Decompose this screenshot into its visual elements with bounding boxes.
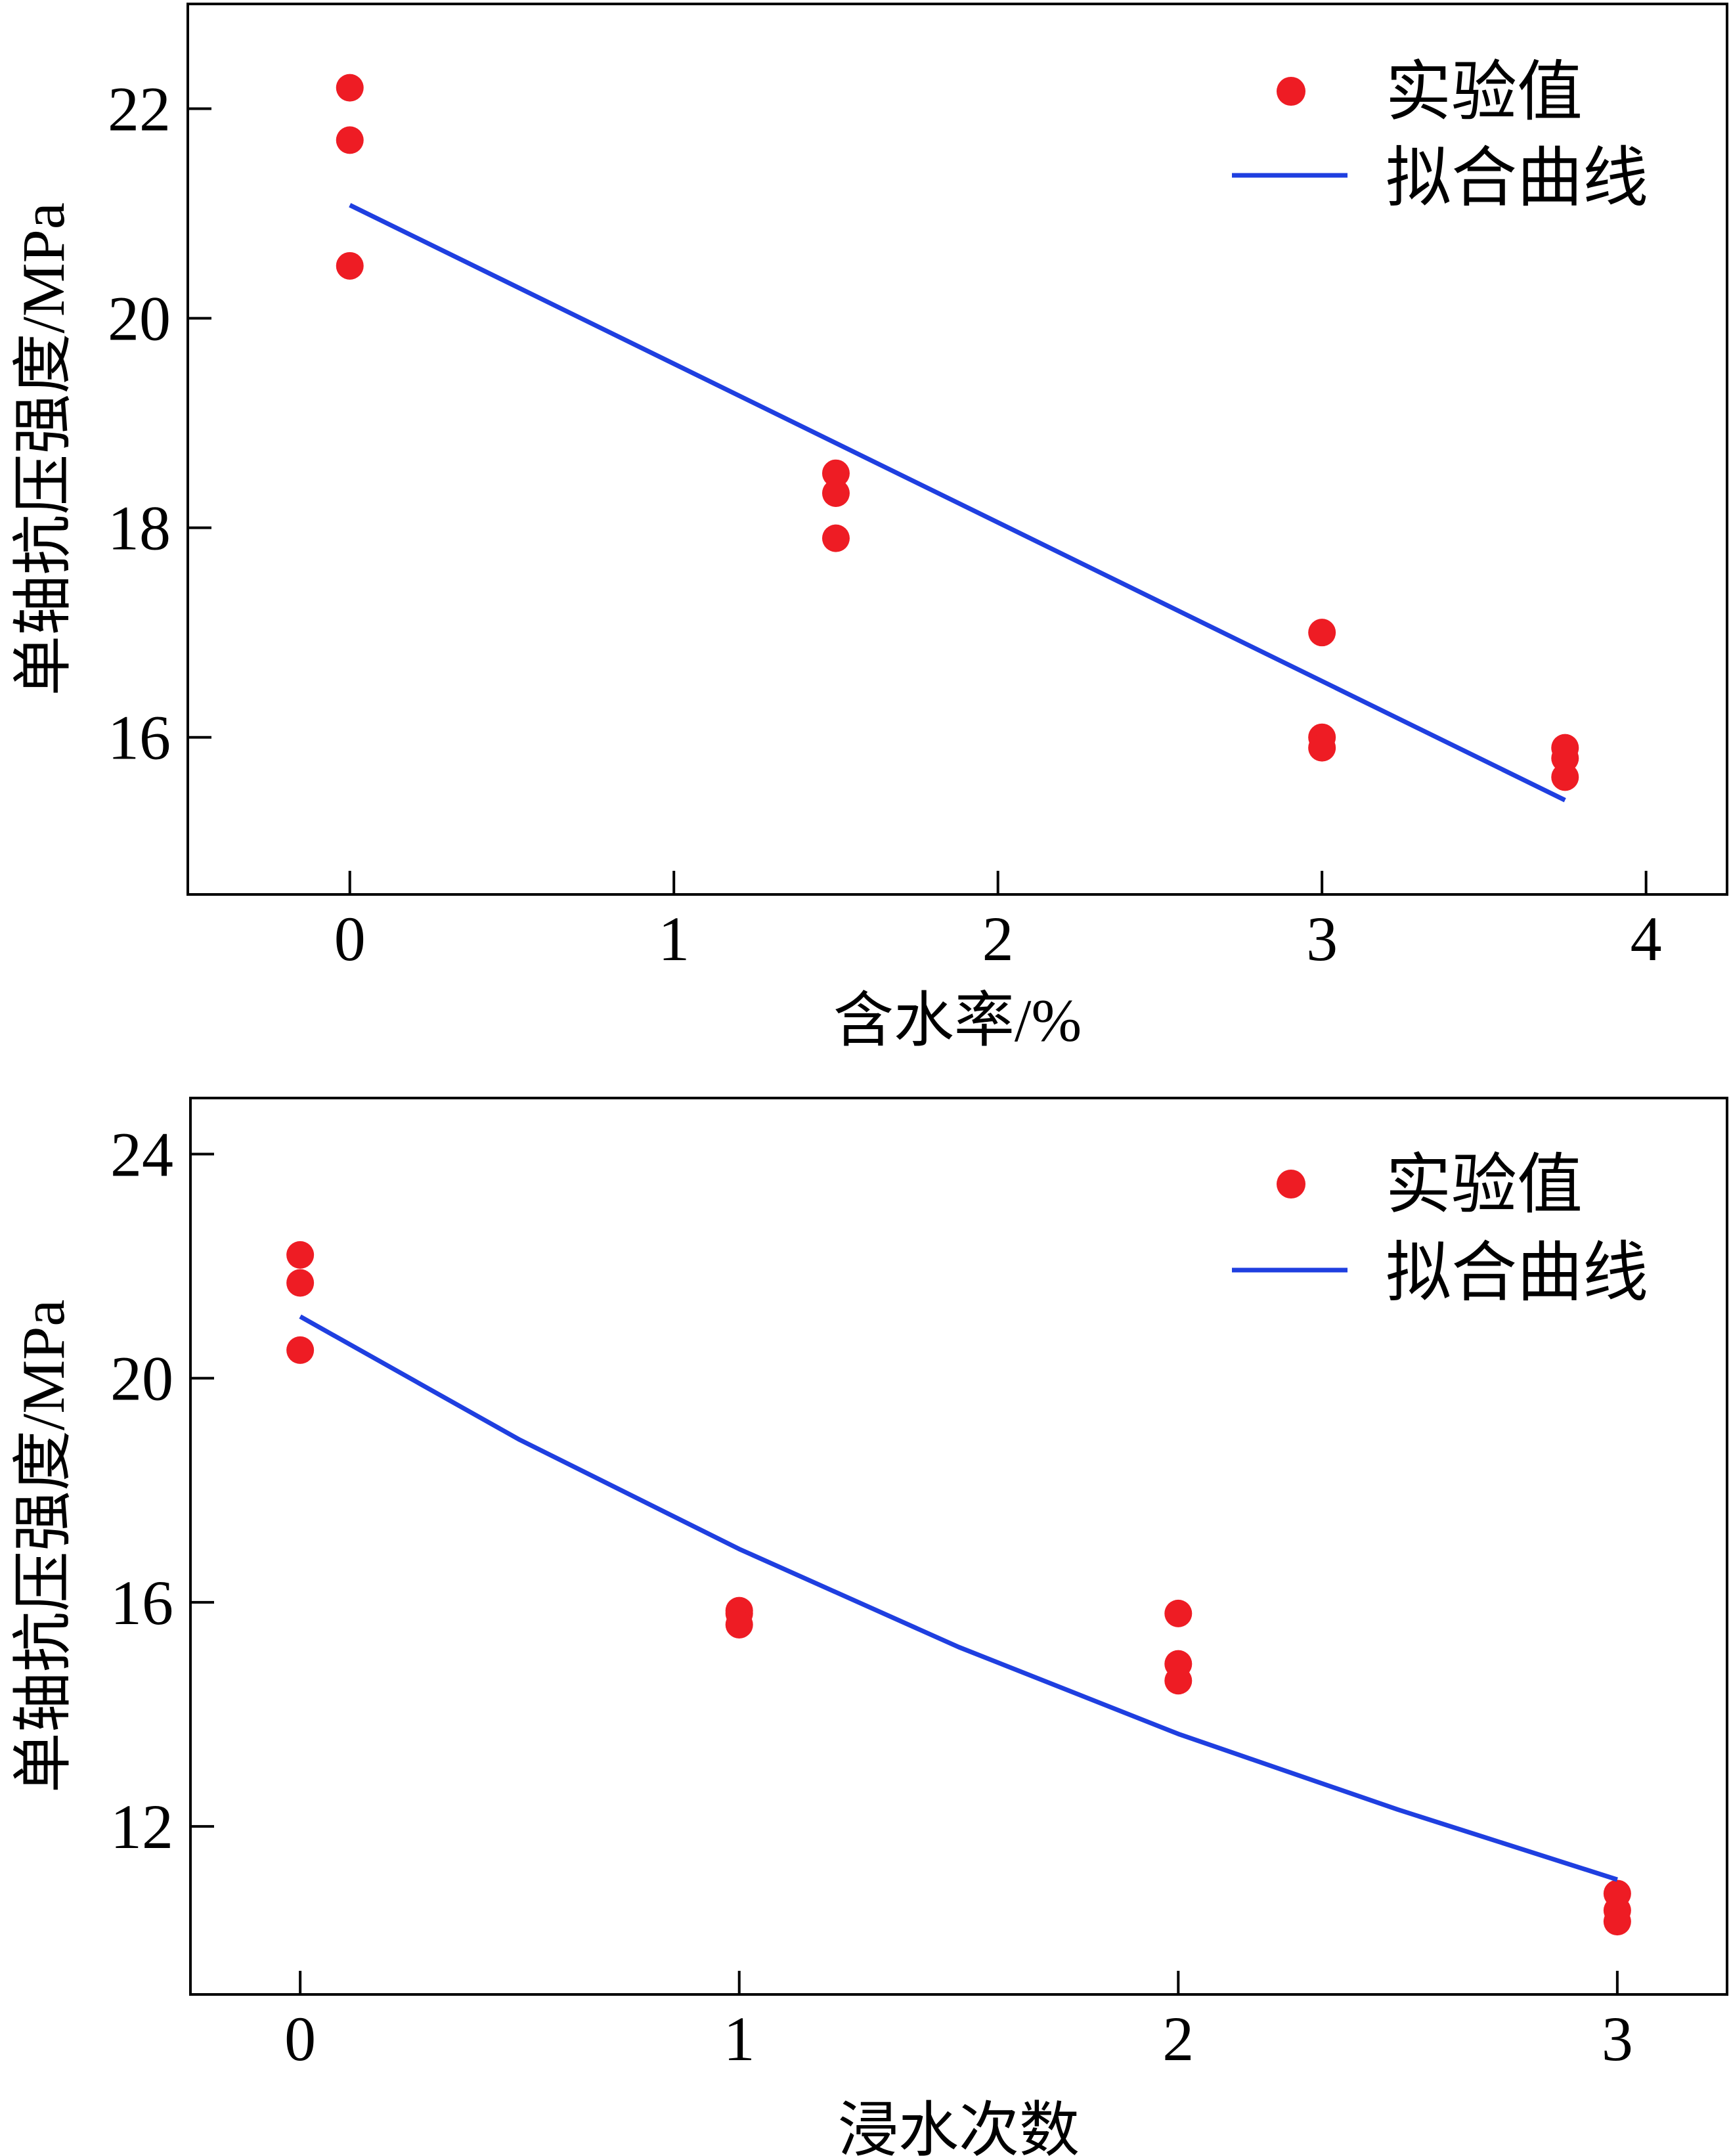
- x-tick-label: 3: [1602, 2004, 1633, 2074]
- x-tick-label: 2: [1162, 2004, 1194, 2074]
- legend-marker-points: [1277, 77, 1305, 106]
- y-tick-label: 16: [108, 703, 171, 773]
- legend-label-points: 实验值: [1386, 1149, 1583, 1221]
- y-tick-label: 16: [110, 1568, 173, 1638]
- x-tick-label: 1: [724, 2004, 755, 2074]
- x-tick-label: 0: [334, 904, 366, 974]
- plot-frame: [186, 3, 1728, 896]
- legend-label-points: 实验值: [1386, 56, 1583, 129]
- data-point: [336, 126, 364, 154]
- x-axis-label: 浸水次数: [838, 2097, 1080, 2156]
- y-axis-label: 单轴抗压强度/MPa: [10, 202, 77, 695]
- y-tick-label: 12: [110, 1792, 173, 1862]
- legend-label-line: 拟合曲线: [1386, 142, 1648, 215]
- data-point: [286, 1269, 315, 1297]
- x-tick-label: 0: [284, 2004, 316, 2074]
- x-tick-label: 3: [1306, 904, 1338, 974]
- y-tick-label: 22: [108, 74, 171, 144]
- fit-line: [349, 203, 1566, 803]
- data-point: [725, 1610, 753, 1639]
- y-axis-label: 单轴抗压强度/MPa: [10, 1300, 77, 1793]
- x-tick-label: 4: [1631, 904, 1662, 974]
- data-point: [822, 524, 850, 552]
- data-point: [286, 1241, 315, 1269]
- data-point: [822, 479, 850, 508]
- data-point: [336, 252, 364, 280]
- data-point: [336, 74, 364, 102]
- x-tick-label: 1: [658, 904, 690, 974]
- data-point: [1551, 744, 1579, 772]
- data-point: [286, 1336, 315, 1364]
- data-point: [1164, 1599, 1193, 1627]
- x-axis-label: 含水率/%: [833, 987, 1082, 1054]
- fit-line: [299, 1314, 1618, 1882]
- data-point: [1308, 619, 1336, 647]
- y-tick-label: 24: [110, 1119, 173, 1189]
- y-tick-label: 18: [108, 493, 171, 563]
- legend-marker-points: [1277, 1170, 1305, 1199]
- data-point: [1551, 763, 1579, 791]
- y-tick-label: 20: [110, 1344, 173, 1414]
- plot-frame: [189, 1097, 1728, 1996]
- legend-label-line: 拟合曲线: [1386, 1237, 1648, 1309]
- y-tick-label: 20: [108, 284, 171, 354]
- data-point: [1164, 1667, 1193, 1695]
- data-point: [822, 459, 850, 487]
- data-point: [1603, 1908, 1631, 1936]
- data-point: [1308, 734, 1336, 762]
- x-tick-label: 2: [982, 904, 1014, 974]
